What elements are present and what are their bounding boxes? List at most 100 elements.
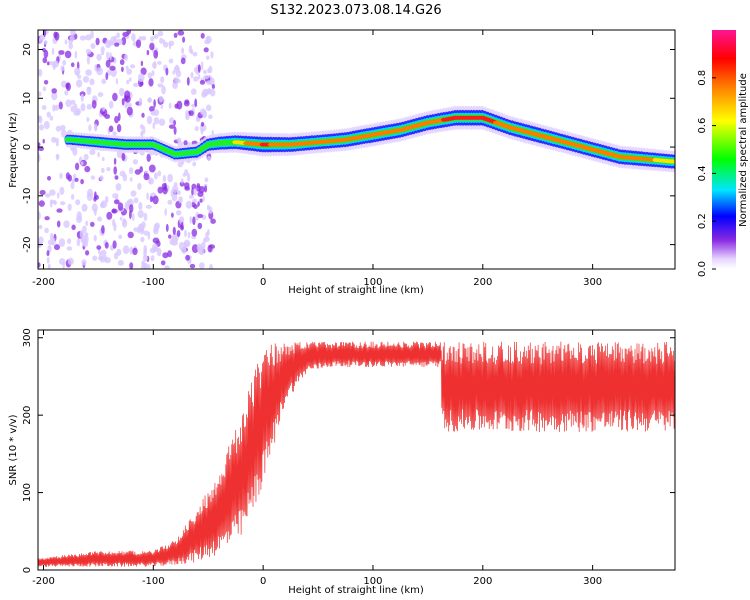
spectrogram-noise-blob xyxy=(43,80,49,85)
spectrogram-noise-blob xyxy=(139,81,144,86)
spectrogram-noise-blob xyxy=(168,102,172,109)
spectrogram-noise-blob xyxy=(189,263,196,269)
spectrogram-noise-blob xyxy=(178,196,184,204)
spectrogram-frame xyxy=(37,29,676,270)
spectrogram-noise-blob xyxy=(65,172,70,180)
spectrogram-noise-blob xyxy=(121,66,124,73)
spectrogram-noise-blob xyxy=(38,224,43,230)
spectrogram-noise-blob xyxy=(189,216,192,224)
spectrogram-noise-blob xyxy=(65,99,72,108)
spectrogram-noise-blob xyxy=(150,111,156,116)
spectrogram-noise-blob xyxy=(152,61,157,69)
spectrogram-noise-blob xyxy=(204,39,209,45)
spectrogram-noise-blob xyxy=(203,47,209,53)
spectrogram-noise-blob xyxy=(53,104,60,111)
spectrogram-noise-blob xyxy=(185,110,189,118)
spectrogram-plot-area xyxy=(38,30,675,269)
spectrogram-noise-blob xyxy=(153,34,159,40)
spectrogram-noise-blob xyxy=(126,102,132,108)
y-tick-label: 20 xyxy=(22,43,33,56)
spectrogram-noise-blob xyxy=(54,244,60,251)
spectrogram-noise-blob xyxy=(56,208,63,213)
spectrogram-noise-blob xyxy=(203,237,207,244)
spectrogram-noise-blob xyxy=(206,80,213,85)
spectrogram-noise-blob xyxy=(58,258,66,265)
spectrogram-noise-blob xyxy=(202,195,205,202)
y-tick-label: -20 xyxy=(22,236,33,252)
spectrogram-noise-blob xyxy=(113,199,120,205)
spectrogram-noise-blob xyxy=(47,263,51,269)
spectrogram-noise-blob xyxy=(203,75,210,80)
spectrogram-noise-blob xyxy=(207,155,212,161)
spectrogram-noise-blob xyxy=(86,104,93,110)
spectrogram-noise-blob xyxy=(76,211,82,220)
spectrogram-noise-blob xyxy=(119,59,125,66)
spectrogram-noise-blob xyxy=(106,51,110,60)
spectrogram-noise-blob xyxy=(101,225,105,234)
colorbar-tick-label: 0.0 xyxy=(697,261,708,277)
spectrogram-noise-blob xyxy=(200,127,204,135)
spectrogram-noise-blob xyxy=(138,201,143,211)
spectrogram-noise-blob xyxy=(100,249,107,256)
spectrogram-noise-blob xyxy=(183,100,190,107)
spectrogram-noise-blob xyxy=(81,203,88,212)
spectrogram-noise-blob xyxy=(90,30,94,39)
spectrogram-noise-blob xyxy=(100,51,105,56)
spectrogram-noise-blob xyxy=(143,212,148,222)
spectrogram-noise-blob xyxy=(91,203,98,213)
spectrogram-noise-blob xyxy=(89,78,95,86)
x-tick-label: 100 xyxy=(363,277,382,288)
spectrogram-noise-blob xyxy=(179,181,185,187)
spectrogram-noise-blob xyxy=(112,240,117,249)
spectrogram-noise-blob xyxy=(160,260,166,266)
spectrogram-noise-blob xyxy=(142,125,146,135)
y-tick-label: 100 xyxy=(22,483,33,502)
spectrogram-noise-blob xyxy=(59,172,63,179)
spectrogram-noise-blob xyxy=(85,34,92,41)
spectrogram-noise-blob xyxy=(51,91,58,101)
spectrogram-noise-blob xyxy=(56,153,59,161)
spectrogram-noise-blob xyxy=(183,243,187,251)
spectrogram-noise-blob xyxy=(114,42,120,47)
spectrogram-noise-blob xyxy=(70,105,75,113)
spectrogram-noise-blob xyxy=(186,76,190,86)
spectrogram-noise-blob xyxy=(66,246,73,251)
colorbar-axis: 0.0 0.2 0.4 0.6 0.8 xyxy=(697,70,716,277)
spectrogram-noise-blob xyxy=(162,174,167,183)
spectrogram-noise-blob xyxy=(42,86,47,92)
spectrogram-noise-blob xyxy=(177,140,183,147)
spectrogram-noise-blob xyxy=(211,84,215,89)
spectrogram-noise-blob xyxy=(80,93,85,102)
spectrogram-noise-blob xyxy=(188,110,194,116)
snr-y-label: SNR (10 * v/v) xyxy=(8,414,19,485)
spectrogram-noise-blob xyxy=(58,101,63,110)
spectrogram-noise-blob xyxy=(70,181,75,190)
spectrogram-noise-blob xyxy=(49,115,54,121)
spectrogram-noise-blob xyxy=(150,36,155,42)
spectrogram-noise-blob xyxy=(117,202,124,211)
spectrogram-noise-blob xyxy=(112,92,118,102)
spectrogram-noise-blob xyxy=(46,250,50,257)
spectrogram-noise-blob xyxy=(50,199,57,204)
spectrogram-noise-blob xyxy=(192,161,197,167)
spectrogram-noise-blob xyxy=(168,58,174,64)
spectrogram-noise-blob xyxy=(192,198,198,203)
spectrogram-noise-blob xyxy=(181,47,185,54)
spectrogram-noise-blob xyxy=(137,182,142,190)
spectrogram-noise-blob xyxy=(121,152,126,161)
x-tick-label: 0 xyxy=(260,277,266,288)
spectrogram-noise-blob xyxy=(184,186,191,191)
snr-plot-area xyxy=(38,341,675,567)
spectrogram-noise-blob xyxy=(190,72,194,79)
spectrogram-noise-blob xyxy=(117,259,124,266)
spectrogram-noise-blob xyxy=(176,230,181,237)
spectrogram-noise-blob xyxy=(110,36,116,45)
spectrogram-noise-blob xyxy=(171,185,179,194)
spectrogram-noise-blob xyxy=(38,262,41,268)
spectrogram-noise-blob xyxy=(140,236,145,243)
spectrogram-noise-blob xyxy=(173,32,178,38)
spectrogram-noise-blob xyxy=(129,204,134,213)
spectrogram-noise-blob xyxy=(147,263,151,269)
spectrogram-noise-blob xyxy=(192,216,196,225)
